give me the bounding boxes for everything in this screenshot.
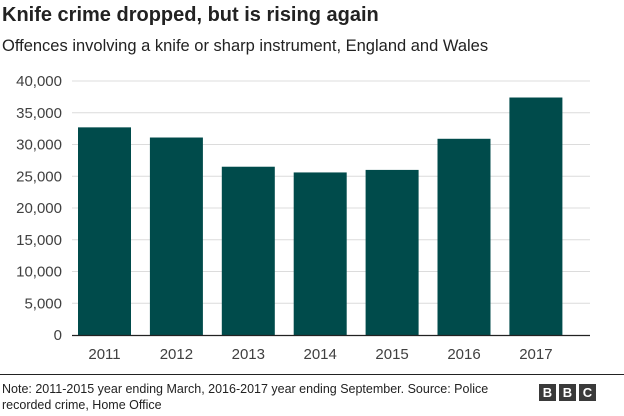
bar-2011: [78, 127, 131, 335]
bar-2017: [509, 97, 563, 335]
bar-2013: [221, 166, 275, 335]
x-tick-label: 2011: [88, 346, 120, 363]
x-tick-label: 2013: [232, 346, 265, 363]
bbc-logo-letter-3: C: [579, 384, 596, 401]
bar-chart: 0 5,000 10,000 15,000 20,000 25,000 30,000 35,0…: [16, 73, 590, 363]
x-tick-label: 2017: [519, 346, 552, 363]
y-tick-label: 30,000: [16, 137, 62, 154]
y-tick-label: 40,000: [16, 73, 62, 90]
bbc-logo-letter-2: B: [559, 384, 576, 401]
y-tick-label: 25,000: [16, 168, 62, 185]
bbc-logo-letter-1: B: [539, 384, 556, 401]
y-tick-label: 20,000: [16, 200, 62, 217]
bbc-logo: B B C: [539, 384, 596, 401]
x-tick-label: 2016: [447, 346, 480, 363]
x-tick-label: 2012: [160, 346, 193, 363]
bar-2012: [149, 137, 203, 335]
y-tick-label: 15,000: [16, 232, 62, 249]
y-tick-label: 10,000: [16, 264, 62, 281]
bar-2014: [293, 172, 347, 335]
chart-subtitle: Offences involving a knife or sharp inst…: [2, 37, 489, 55]
y-tick-label: 5,000: [24, 295, 62, 312]
bar-2015: [365, 169, 419, 335]
x-tick-label: 2015: [375, 346, 408, 363]
source-note: Note: 2011-2015 year ending March, 2016-…: [2, 382, 489, 412]
x-tick-label: 2014: [304, 346, 337, 363]
y-tick-label: 0: [54, 327, 62, 344]
bar-2016: [437, 138, 491, 335]
footer-divider: [0, 374, 624, 375]
y-tick-label: 35,000: [16, 105, 62, 122]
chart-title: Knife crime dropped, but is rising again: [2, 4, 379, 26]
